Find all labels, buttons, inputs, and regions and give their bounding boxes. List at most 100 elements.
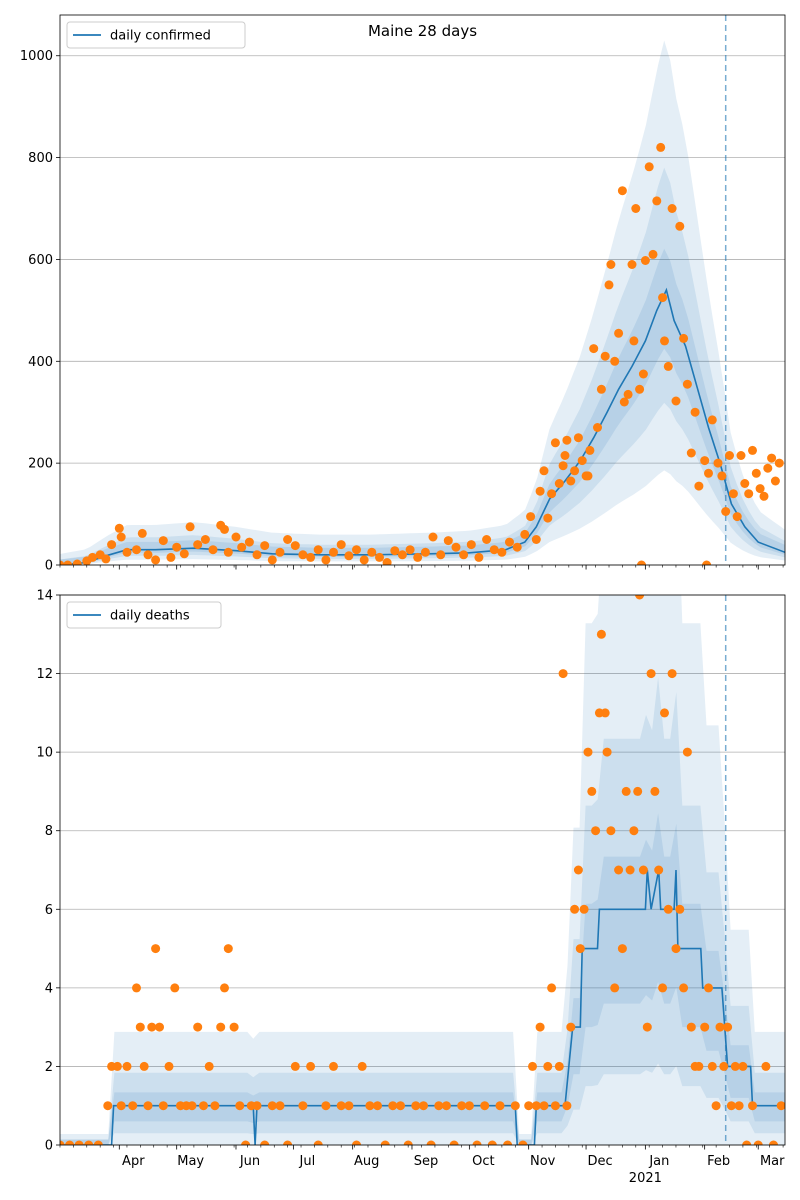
data-point [629, 826, 639, 836]
data-point [321, 555, 331, 565]
data-point [357, 1061, 367, 1071]
data-point [128, 1101, 138, 1111]
data-point [719, 1061, 729, 1071]
data-point [365, 1101, 375, 1111]
data-point [617, 186, 627, 196]
data-point [103, 1101, 113, 1111]
data-point [675, 221, 685, 231]
axes-frame [59, 14, 786, 566]
data-point [728, 489, 738, 499]
data-point [329, 1061, 338, 1071]
data-point [633, 786, 643, 796]
x-tick-label: May [177, 1154, 204, 1169]
confirmed-panel: 0 200 400 600 800 1000 Maine 28 days daily conf… [20, 14, 786, 574]
data-point [164, 1061, 174, 1071]
data-point [373, 1101, 382, 1111]
data-point [652, 196, 662, 206]
data-point [367, 547, 377, 557]
data-point [631, 204, 641, 213]
data-point [441, 1101, 451, 1111]
data-point [679, 333, 689, 343]
data-point [336, 540, 346, 550]
data-point [451, 542, 461, 552]
data-point [93, 1140, 103, 1145]
x-tick-label: Aug [354, 1154, 379, 1169]
x-tick-label: Sep [414, 1154, 439, 1169]
data-point [170, 983, 180, 993]
data-point [776, 1101, 785, 1111]
data-point [60, 1140, 65, 1145]
data-point [193, 540, 203, 550]
y-tick-label: 4 [45, 981, 53, 996]
data-point [135, 1022, 145, 1032]
data-point [566, 476, 576, 486]
data-point [575, 944, 585, 954]
legend: daily confirmed [66, 21, 246, 49]
data-point [419, 1101, 428, 1111]
data-point [686, 448, 696, 458]
y-tick-label: 400 [28, 355, 53, 370]
y-tick-label: 6 [45, 903, 53, 918]
uncertainty-bands [60, 40, 785, 565]
data-point [591, 826, 601, 836]
data-point [375, 552, 384, 562]
data-point [742, 1140, 752, 1145]
data-point [528, 1061, 537, 1071]
data-point [283, 535, 293, 544]
data-point [690, 407, 700, 417]
y-tick-label: 800 [28, 151, 53, 166]
data-point [380, 1140, 390, 1145]
data-point [606, 826, 616, 836]
data-point [543, 1061, 553, 1071]
data-point [147, 1022, 157, 1032]
data-point [751, 468, 761, 478]
uncertainty-bands [60, 595, 785, 1145]
y-tick-label: 8 [45, 824, 53, 839]
data-point [663, 361, 673, 371]
data-point [524, 1101, 534, 1111]
data-point [589, 344, 599, 354]
data-point [420, 547, 430, 557]
data-point [185, 522, 195, 532]
data-point [635, 595, 645, 600]
data-point [694, 1061, 704, 1071]
data-point [283, 1140, 293, 1145]
data-point [122, 547, 132, 557]
data-point [179, 549, 189, 559]
data-point [166, 552, 176, 562]
legend: daily deaths [66, 601, 222, 629]
legend-label: daily deaths [110, 609, 190, 624]
data-point [495, 1101, 505, 1111]
data-point [748, 445, 757, 455]
data-point [244, 537, 254, 547]
data-point [472, 1140, 482, 1145]
x-tick-label: Oct [472, 1154, 494, 1169]
x-tick-label: Feb [707, 1154, 730, 1169]
data-point [132, 545, 141, 555]
data-point [229, 1022, 239, 1032]
x-tick-label: Dec [587, 1154, 612, 1169]
data-point [413, 552, 423, 562]
data-point [704, 983, 713, 993]
data-point [723, 1022, 733, 1032]
data-point [220, 524, 229, 534]
y-tick-label: 10 [36, 746, 53, 761]
data-point [610, 983, 620, 993]
data-point [275, 1101, 285, 1111]
data-point [137, 528, 147, 538]
data-point [237, 542, 247, 552]
data-point [520, 529, 530, 539]
data-point [679, 983, 689, 993]
data-point [761, 1061, 771, 1071]
data-point [535, 486, 545, 496]
data-point [769, 1140, 778, 1145]
data-point [585, 445, 595, 455]
data-point [208, 545, 218, 555]
year-label: 2021 [629, 1171, 662, 1186]
data-point [621, 786, 631, 796]
data-point [554, 1061, 564, 1071]
data-point [637, 560, 646, 565]
uncertainty-band [60, 677, 785, 1145]
data-point [132, 983, 141, 993]
